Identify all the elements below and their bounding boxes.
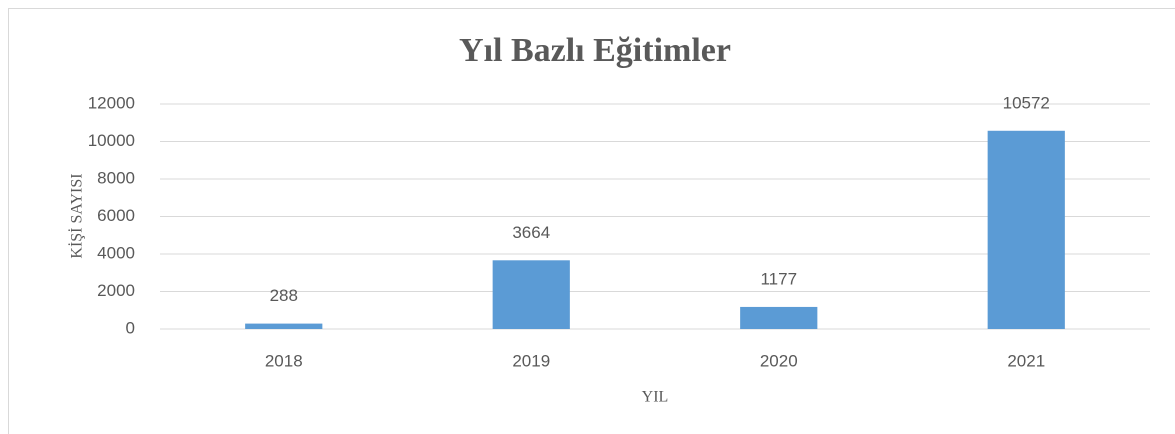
x-axis-label: YIL xyxy=(642,389,669,406)
x-tick-label: 2021 xyxy=(1007,351,1045,370)
y-tick-label: 6000 xyxy=(97,206,135,225)
x-tick-label: 2020 xyxy=(760,351,798,370)
bar xyxy=(740,306,818,329)
bar xyxy=(987,130,1065,329)
y-tick-label: 4000 xyxy=(97,243,135,262)
data-label: 3664 xyxy=(512,223,550,242)
x-tick-label: 2019 xyxy=(512,351,550,370)
bar xyxy=(492,260,570,329)
x-tick-label: 2018 xyxy=(265,351,303,370)
y-axis-label: KİŞİ SAYISI xyxy=(68,173,86,258)
data-label: 1177 xyxy=(760,269,797,288)
y-tick-label: 8000 xyxy=(97,168,135,187)
y-tick-label: 0 xyxy=(126,318,135,337)
y-tick-label: 10000 xyxy=(88,131,135,150)
data-label: 288 xyxy=(270,286,298,305)
data-label: 10572 xyxy=(1003,93,1050,112)
y-tick-label: 2000 xyxy=(97,281,135,300)
y-tick-label: 12000 xyxy=(88,93,135,112)
chart-border xyxy=(8,8,1175,434)
bar xyxy=(245,323,323,329)
chart-title: Yıl Bazlı Eğitimler xyxy=(459,32,731,69)
